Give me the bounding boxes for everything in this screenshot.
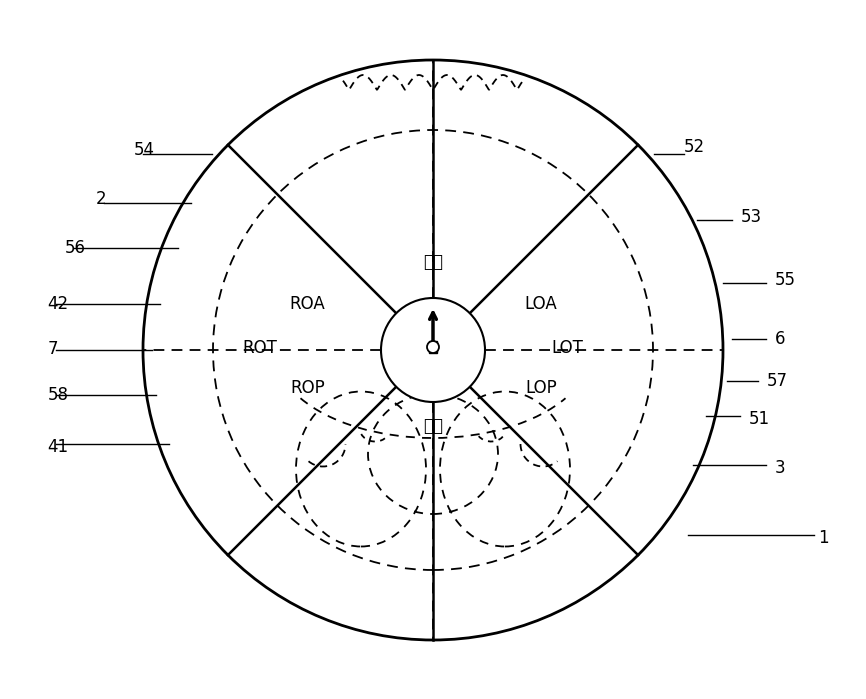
- Text: 52: 52: [684, 138, 705, 156]
- Text: 57: 57: [766, 372, 787, 390]
- Text: 6: 6: [775, 330, 785, 348]
- Text: 直前: 直前: [423, 253, 443, 271]
- Text: 1: 1: [818, 529, 829, 547]
- Text: ROA: ROA: [289, 295, 326, 313]
- Text: 58: 58: [48, 386, 68, 404]
- Text: 直后: 直后: [423, 417, 443, 435]
- Text: LOA: LOA: [525, 295, 558, 313]
- FancyBboxPatch shape: [429, 341, 437, 353]
- Text: ROT: ROT: [242, 339, 277, 357]
- Text: 55: 55: [775, 271, 796, 289]
- Text: 3: 3: [775, 459, 785, 477]
- Text: 7: 7: [48, 340, 58, 359]
- Text: 42: 42: [48, 295, 68, 313]
- Circle shape: [143, 60, 723, 640]
- Text: 54: 54: [134, 141, 155, 159]
- Circle shape: [381, 298, 485, 402]
- Text: 51: 51: [749, 410, 770, 428]
- Text: LOT: LOT: [552, 339, 583, 357]
- Text: 41: 41: [48, 438, 68, 456]
- Text: ROP: ROP: [290, 379, 325, 397]
- Text: LOP: LOP: [526, 379, 557, 397]
- Text: 2: 2: [95, 190, 106, 208]
- Circle shape: [427, 341, 439, 353]
- Text: 56: 56: [65, 239, 86, 257]
- Text: 53: 53: [740, 208, 761, 226]
